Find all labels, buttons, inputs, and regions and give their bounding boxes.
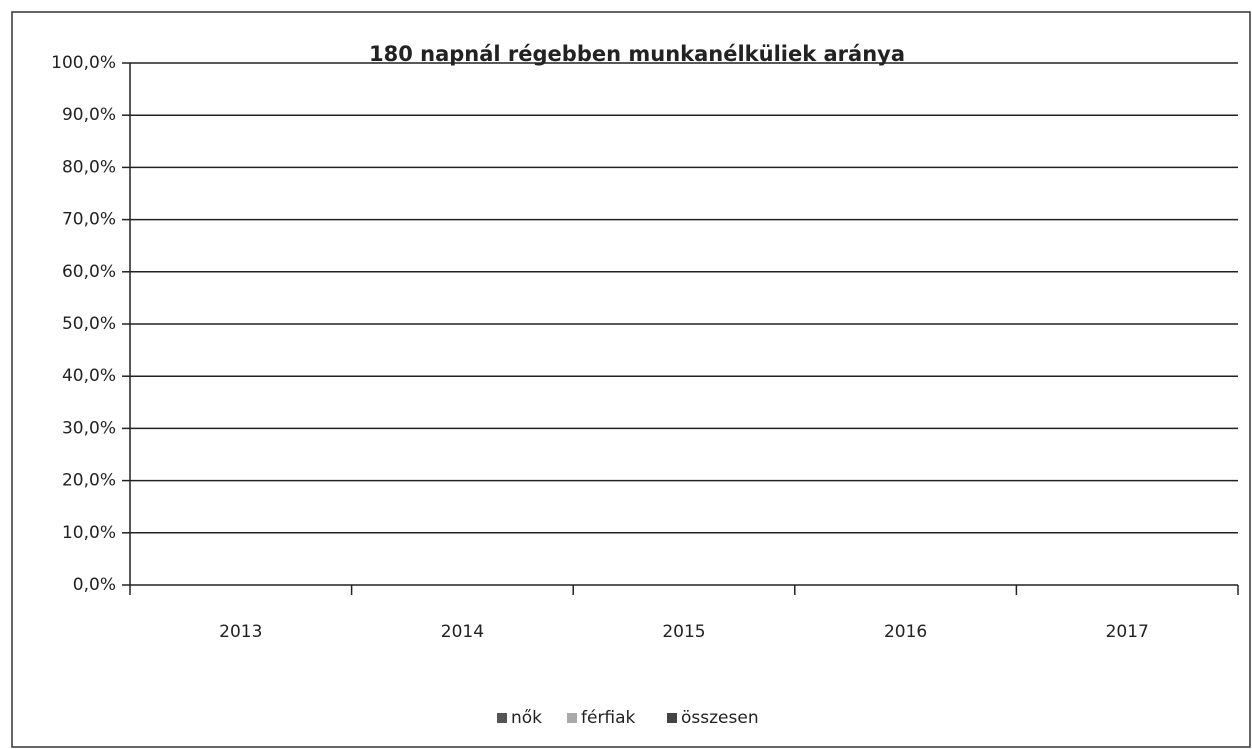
chart-frame [11,11,1251,748]
legend-label: összesen [681,708,759,728]
y-tick-label: 90,0% [62,105,116,125]
y-tick-label: 20,0% [62,471,116,491]
y-tick-label: 0,0% [73,575,116,595]
legend-swatch [497,713,507,723]
x-tick-label: 2013 [219,622,262,642]
y-tick-label: 70,0% [62,210,116,230]
legend-label: nők [511,708,542,728]
x-tick-label: 2016 [884,622,927,642]
legend-label: férfiak [581,708,636,728]
y-tick-label: 100,0% [51,53,116,73]
y-tick-label: 40,0% [62,366,116,386]
x-tick-label: 2014 [441,622,484,642]
x-tick-label: 2015 [662,622,705,642]
legend-swatch [667,713,677,723]
y-tick-label: 30,0% [62,418,116,438]
legend-swatch [567,713,577,723]
chart-title: 180 napnál régebben munkanélküliek arány… [369,42,905,66]
y-tick-label: 10,0% [62,523,116,543]
y-tick-label: 60,0% [62,262,116,282]
y-tick-label: 50,0% [62,314,116,334]
y-tick-label: 80,0% [62,157,116,177]
x-tick-label: 2017 [1106,622,1149,642]
